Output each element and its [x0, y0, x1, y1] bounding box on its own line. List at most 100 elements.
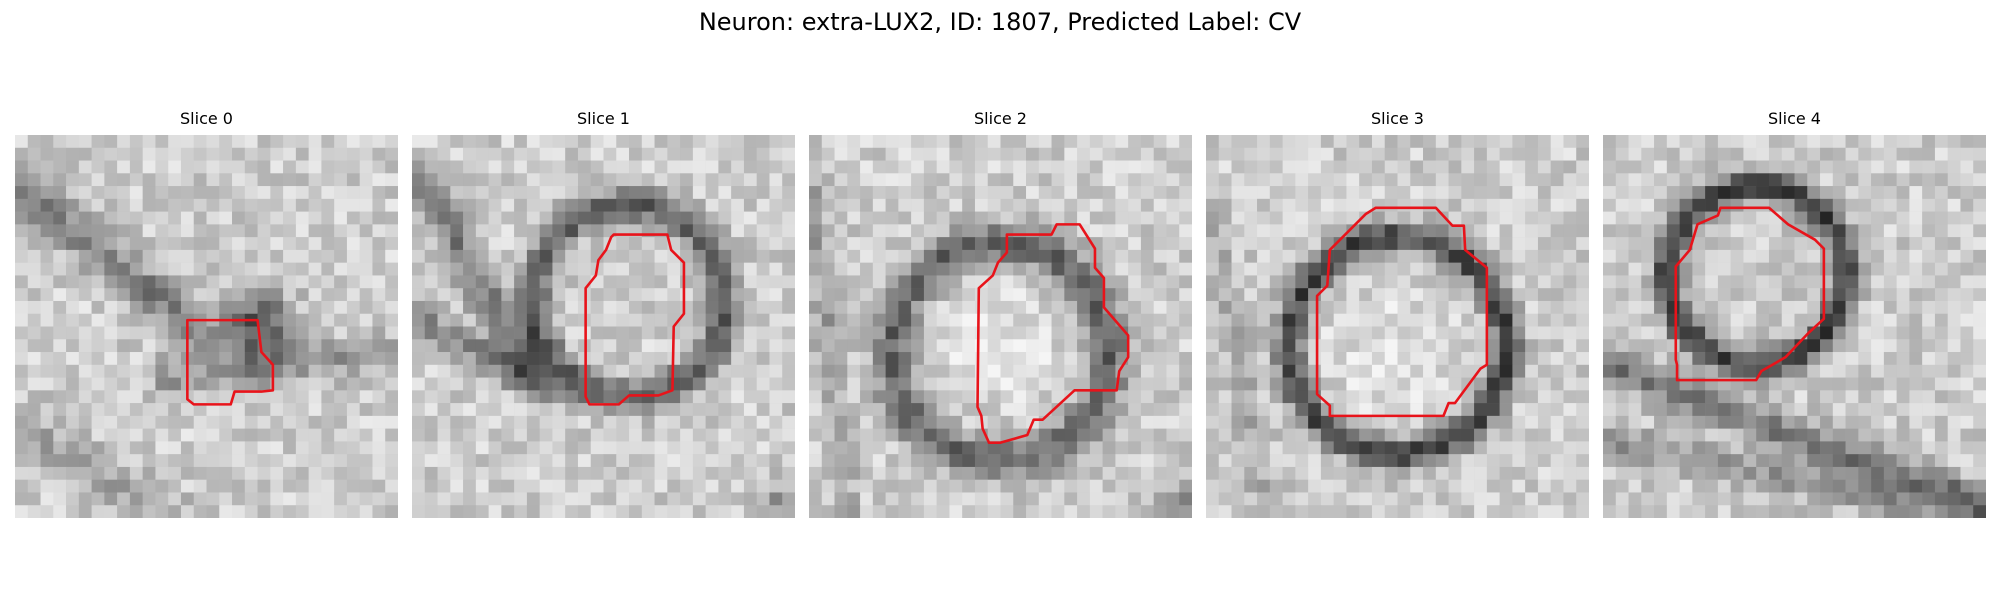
pixel: [962, 275, 976, 289]
pixel: [66, 160, 80, 174]
pixel: [1282, 224, 1296, 238]
pixel: [1244, 428, 1258, 442]
pixel: [1064, 505, 1078, 518]
pixel: [155, 262, 169, 276]
pixel: [501, 339, 515, 353]
pixel: [1423, 479, 1437, 493]
pixel: [1525, 198, 1539, 212]
pixel: [756, 275, 770, 289]
pixel: [1807, 288, 1821, 302]
pixel: [1666, 224, 1680, 238]
pixel: [821, 249, 835, 263]
pixel: [1537, 224, 1551, 238]
pixel: [1115, 186, 1129, 200]
pixel: [53, 160, 67, 174]
pixel: [463, 441, 477, 455]
pixel: [1218, 275, 1232, 289]
pixel: [577, 173, 591, 187]
pixel: [590, 441, 604, 455]
pixel: [308, 198, 322, 212]
pixel: [565, 249, 579, 263]
pixel: [1000, 505, 1014, 518]
pixel: [1794, 492, 1808, 506]
pixel: [1282, 313, 1296, 327]
pixel: [1947, 262, 1961, 276]
pixel: [1512, 288, 1526, 302]
pixel: [705, 415, 719, 429]
pixel: [1435, 186, 1449, 200]
pixel: [475, 249, 489, 263]
pixel: [705, 224, 719, 238]
pixel: [1013, 237, 1027, 251]
pixel: [1282, 441, 1296, 455]
pixel: [552, 428, 566, 442]
pixel: [667, 147, 681, 161]
pixel: [923, 339, 937, 353]
pixel: [488, 211, 502, 225]
pixel: [1410, 224, 1424, 238]
pixel: [641, 492, 655, 506]
pixel: [1077, 479, 1091, 493]
pixel: [1537, 262, 1551, 276]
pixel: [1781, 428, 1795, 442]
pixel: [1397, 505, 1411, 518]
pixel: [1064, 237, 1078, 251]
pixel: [180, 300, 194, 314]
pixel: [565, 352, 579, 366]
pixel: [974, 249, 988, 263]
pixel: [450, 300, 464, 314]
pixel: [692, 377, 706, 391]
pixel: [1960, 288, 1974, 302]
pixel: [66, 505, 80, 518]
pixel: [962, 441, 976, 455]
pixel: [743, 492, 757, 506]
pixel: [1756, 454, 1770, 468]
pixel: [1026, 198, 1040, 212]
pixel: [168, 211, 182, 225]
pixel: [1641, 198, 1655, 212]
pixel: [680, 390, 694, 404]
pixel: [1295, 211, 1309, 225]
pixel: [117, 249, 131, 263]
pixel: [321, 505, 335, 518]
pixel: [834, 415, 848, 429]
pixel: [1371, 364, 1385, 378]
pixel: [1909, 173, 1923, 187]
pixel: [463, 198, 477, 212]
pixel: [308, 479, 322, 493]
pixel: [1282, 454, 1296, 468]
pixel: [142, 492, 156, 506]
pixel: [1717, 428, 1731, 442]
pixel: [1166, 300, 1180, 314]
pixel: [1934, 390, 1948, 404]
pixel: [1231, 441, 1245, 455]
pixel: [756, 249, 770, 263]
pixel: [1947, 147, 1961, 161]
pixel: [1359, 441, 1373, 455]
pixel: [155, 313, 169, 327]
pixel: [1206, 275, 1220, 289]
pixel: [1909, 160, 1923, 174]
pixel: [1512, 160, 1526, 174]
pixel: [1832, 415, 1846, 429]
pixel: [1089, 211, 1103, 225]
pixel: [1089, 505, 1103, 518]
pixel: [987, 173, 1001, 187]
pixel: [769, 300, 783, 314]
pixel: [1973, 313, 1986, 327]
pixel: [616, 186, 630, 200]
pixel: [308, 390, 322, 404]
pixel: [1641, 441, 1655, 455]
pixel: [244, 390, 258, 404]
pixel: [1615, 403, 1629, 417]
pixel: [1102, 198, 1116, 212]
pixel: [629, 300, 643, 314]
pixel: [514, 492, 528, 506]
pixel: [1295, 492, 1309, 506]
pixel: [590, 135, 604, 149]
pixel: [1448, 249, 1462, 263]
pixel: [27, 224, 41, 238]
pixel: [1179, 479, 1192, 493]
pixel: [860, 249, 874, 263]
pixel: [1218, 441, 1232, 455]
